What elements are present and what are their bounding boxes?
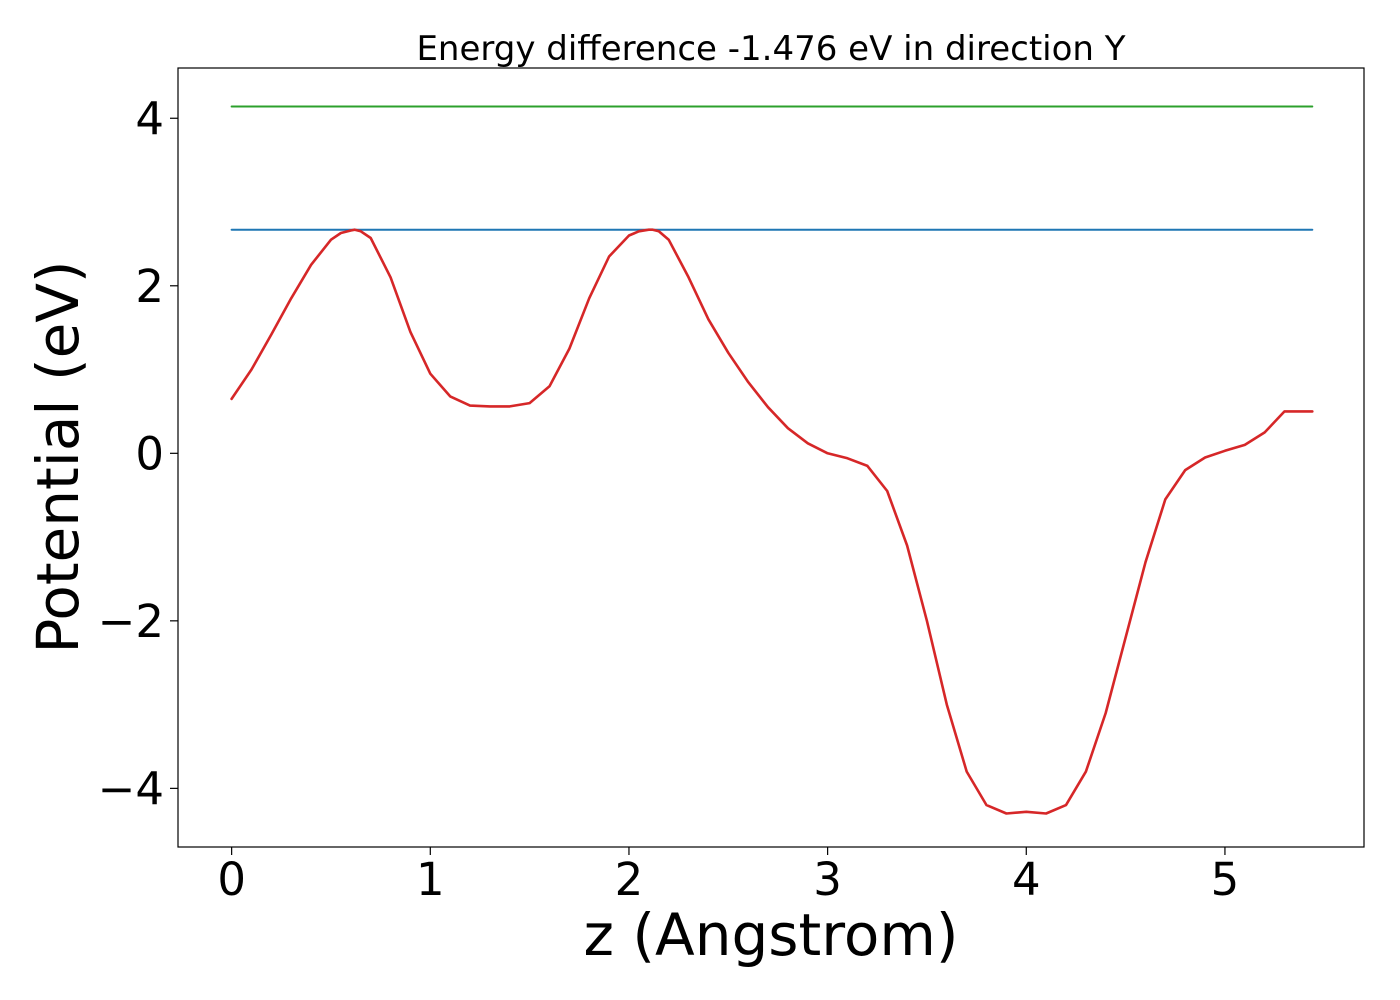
x-tick-label: 0 <box>217 853 246 906</box>
y-tick-label: −2 <box>98 595 164 648</box>
chart-title: Energy difference -1.476 eV in direction… <box>416 29 1125 69</box>
x-tick-label: 5 <box>1211 853 1240 906</box>
x-tick-label: 2 <box>615 853 644 906</box>
y-axis-label: Potential (eV) <box>24 260 92 653</box>
y-axis-ticks: −4 −2 0 2 4 <box>98 92 178 815</box>
plot-area-frame <box>177 67 1365 848</box>
y-tick-label: 0 <box>135 427 164 480</box>
x-tick-label: 3 <box>813 853 842 906</box>
y-tick-label: −4 <box>98 762 164 815</box>
x-tick-label: 1 <box>416 853 445 906</box>
x-axis-label: z (Angstrom) <box>584 901 959 969</box>
series-layer <box>230 105 1314 815</box>
x-tick-label: 4 <box>1012 853 1041 906</box>
y-tick-label: 2 <box>135 260 164 313</box>
x-axis-ticks: 0 1 2 3 4 5 <box>217 847 1239 906</box>
potential-curve <box>230 228 1314 815</box>
y-tick-label: 4 <box>135 92 164 145</box>
